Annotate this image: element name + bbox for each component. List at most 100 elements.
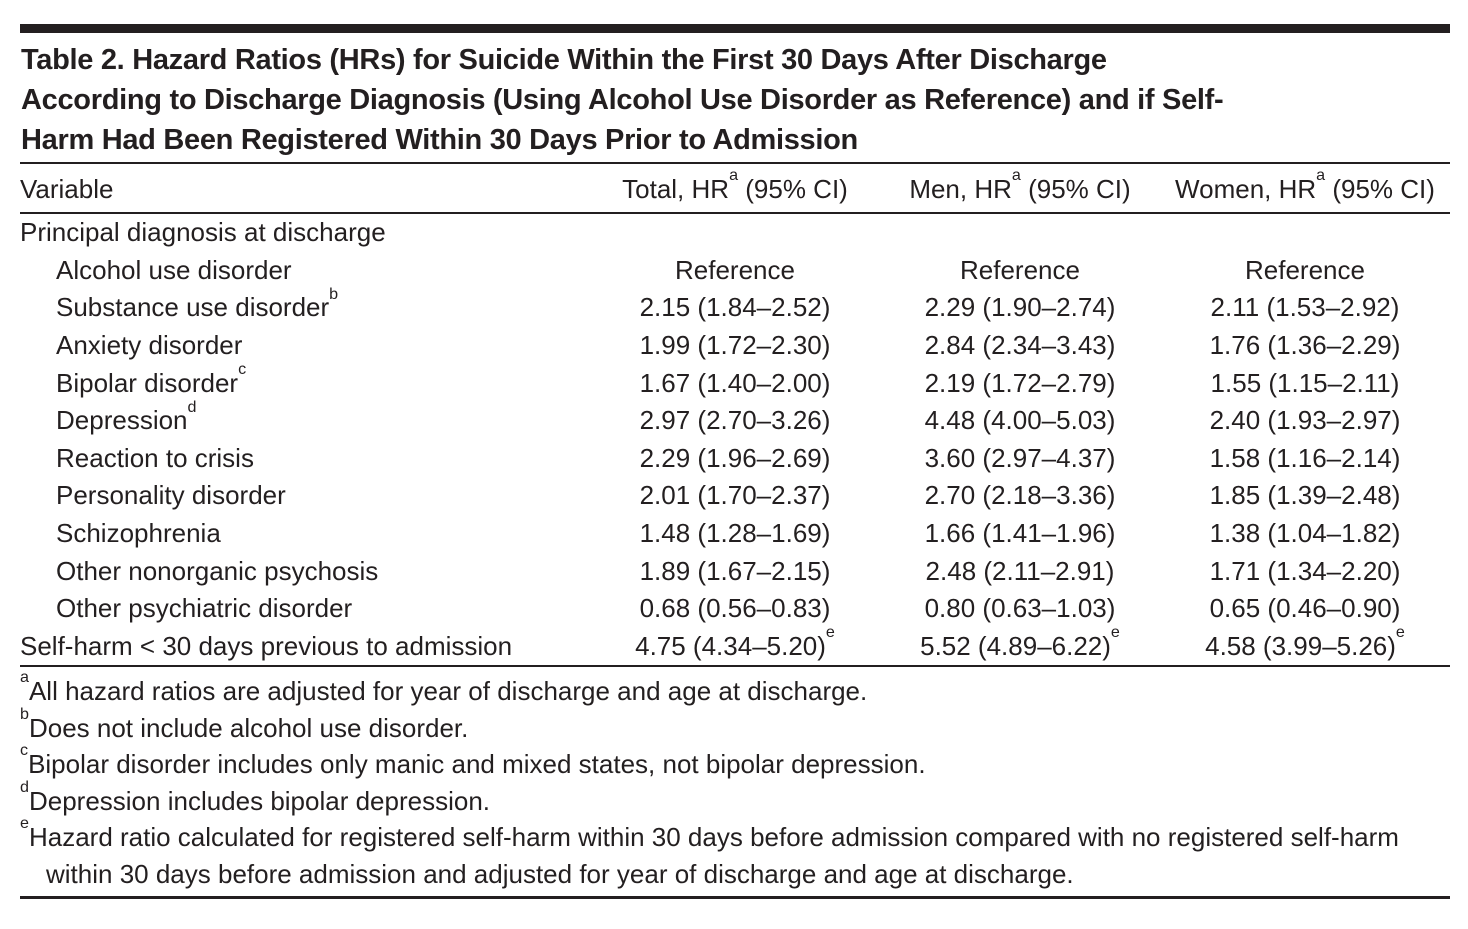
cell-men-value: 2.84 (2.34–3.43) [924, 330, 1116, 361]
cell-men-value: 4.48 (4.00–5.03) [924, 405, 1116, 436]
row-label-text: Bipolar disorder [56, 367, 239, 398]
cell-total: 2.29 (1.96–2.69) [590, 443, 880, 474]
footnote-text: Depression includes bipolar depression. [28, 785, 491, 816]
cell-women-value: 2.11 (1.53–2.92) [1210, 292, 1400, 323]
table-row: Principal diagnosis at discharge [20, 214, 1450, 252]
column-header-women-sup: a [1316, 165, 1326, 184]
cell-women-value: 4.58 (3.99–5.26) [1205, 630, 1396, 661]
cell-women: 1.85 (1.39–2.48) [1160, 480, 1450, 511]
row-label-text-sup: c [238, 359, 247, 378]
body-rule-bottom [20, 665, 1450, 668]
table-body: Principal diagnosis at discharge Alcohol … [20, 214, 1450, 665]
row-label-text: Self-harm < 30 days previous to admissio… [20, 630, 513, 661]
footnote: aAll hazard ratios are adjusted for year… [20, 669, 1450, 710]
cell-total-value: 4.75 (4.34–5.20) [635, 630, 826, 661]
cell-men: 5.52 (4.89–6.22)e [880, 624, 1160, 662]
cell-total: 1.89 (1.67–2.15) [590, 556, 880, 587]
column-header-women: Women, HRa (95% CI) [1160, 167, 1450, 205]
table-row: Reaction to crisis 2.29 (1.96–2.69) 3.60 (… [20, 440, 1450, 478]
cell-men-value: Reference [960, 254, 1080, 285]
row-label: Anxiety disorder [20, 330, 590, 361]
footnote: dDepression includes bipolar depression. [20, 779, 1450, 820]
table-title-line-3: Harm Had Been Registered Within 30 Days … [21, 124, 858, 156]
column-header-women-text: Women, HR [1175, 173, 1317, 204]
row-label: Self-harm < 30 days previous to admissio… [20, 631, 590, 662]
row-label-text: Schizophrenia [56, 518, 221, 549]
footnote-marker: a [20, 668, 29, 687]
cell-women-value: 0.65 (0.46–0.90) [1209, 593, 1401, 624]
table-row: Alcohol use disorder Reference Reference Re… [20, 252, 1450, 290]
cell-women: 1.71 (1.34–2.20) [1160, 556, 1450, 587]
column-header-variable: Variable [20, 173, 114, 204]
cell-women: 2.11 (1.53–2.92) [1160, 292, 1450, 323]
cell-total-value: 2.15 (1.84–2.52) [639, 292, 831, 323]
row-label: Personality disorder [20, 480, 590, 511]
cell-women-value: 1.71 (1.34–2.20) [1209, 555, 1401, 586]
cell-total: Reference [590, 255, 880, 286]
footnote-text: Hazard ratio calculated for registered s… [28, 822, 1399, 889]
cell-men-value: 1.66 (1.41–1.96) [924, 518, 1116, 549]
cell-men: Reference [880, 255, 1160, 286]
cell-men-value: 3.60 (2.97–4.37) [924, 442, 1116, 473]
row-label: Other psychiatric disorder [20, 593, 590, 624]
column-header-total-text: Total, HR [622, 173, 730, 204]
table-row: Other nonorganic psychosis 1.89 (1.67–2.1… [20, 552, 1450, 590]
cell-total: 2.15 (1.84–2.52) [590, 292, 880, 323]
cell-women-value: 1.55 (1.15–2.11) [1210, 367, 1400, 398]
footnote: bDoes not include alcohol use disorder. [20, 706, 1450, 747]
cell-men-value: 2.29 (1.90–2.74) [924, 292, 1116, 323]
cell-total-value: 2.01 (1.70–2.37) [639, 480, 831, 511]
cell-men: 2.29 (1.90–2.74) [880, 292, 1160, 323]
cell-men: 3.60 (2.97–4.37) [880, 443, 1160, 474]
row-label-text: Other psychiatric disorder [56, 593, 353, 624]
table-row: Substance use disorderb 2.15 (1.84–2.52) 2… [20, 286, 1450, 327]
table-row: Schizophrenia 1.48 (1.28–1.69) 1.66 (1.41–… [20, 515, 1450, 553]
bottom-rule [20, 896, 1450, 900]
column-header-total-sup: a [729, 165, 739, 184]
column-header-men: Men, HRa (95% CI) [880, 167, 1160, 205]
cell-men-value: 2.19 (1.72–2.79) [924, 367, 1116, 398]
cell-women: 1.55 (1.15–2.11) [1160, 368, 1450, 399]
cell-women: Reference [1160, 255, 1450, 286]
top-rule-thick [20, 24, 1450, 33]
row-label-text: Depression [56, 405, 188, 436]
cell-men: 2.19 (1.72–2.79) [880, 368, 1160, 399]
cell-women-value: 2.40 (1.93–2.97) [1209, 405, 1401, 436]
column-header-women-ci: (95% CI) [1325, 173, 1435, 204]
table-row: Bipolar disorderc 1.67 (1.40–2.00) 2.19 (1… [20, 361, 1450, 402]
cell-total: 1.48 (1.28–1.69) [590, 518, 880, 549]
column-header-total-ci: (95% CI) [738, 173, 848, 204]
cell-total: 0.68 (0.56–0.83) [590, 593, 880, 624]
cell-total-value: 1.67 (1.40–2.00) [639, 367, 831, 398]
cell-women: 0.65 (0.46–0.90) [1160, 593, 1450, 624]
footnote-text: Bipolar disorder includes only manic and… [28, 749, 926, 780]
cell-men: 1.66 (1.41–1.96) [880, 518, 1160, 549]
cell-women: 1.38 (1.04–1.82) [1160, 518, 1450, 549]
cell-total: 1.67 (1.40–2.00) [590, 368, 880, 399]
row-label-text: Personality disorder [56, 480, 286, 511]
row-label-text: Substance use disorder [56, 292, 330, 323]
column-header-total: Total, HRa (95% CI) [590, 167, 880, 205]
cell-women-value: 1.76 (1.36–2.29) [1209, 330, 1401, 361]
row-label: Bipolar disorderc [20, 361, 590, 399]
cell-women: 4.58 (3.99–5.26)e [1160, 624, 1450, 662]
cell-total: 2.97 (2.70–3.26) [590, 405, 880, 436]
footnote-text: All hazard ratios are adjusted for year … [28, 676, 868, 707]
column-header-men-sup: a [1011, 165, 1021, 184]
footnotes: aAll hazard ratios are adjusted for year… [20, 669, 1450, 892]
cell-total: 4.75 (4.34–5.20)e [590, 624, 880, 662]
cell-total-value: 0.68 (0.56–0.83) [639, 593, 831, 624]
table-title-line-1: Table 2. Hazard Ratios (HRs) for Suicide… [21, 44, 1107, 76]
footnote-marker: b [20, 704, 29, 723]
cell-men-value: 2.70 (2.18–3.36) [924, 480, 1116, 511]
row-label-text: Other nonorganic psychosis [56, 555, 379, 586]
row-label: Depressiond [20, 399, 590, 436]
cell-men: 0.80 (0.63–1.03) [880, 593, 1160, 624]
table-title: Table 2. Hazard Ratios (HRs) for Suicide… [21, 40, 1450, 160]
cell-men: 2.84 (2.34–3.43) [880, 330, 1160, 361]
row-label: Substance use disorderb [20, 286, 590, 323]
table-row: Depressiond 2.97 (2.70–3.26) 4.48 (4.00–5.… [20, 399, 1450, 440]
table-row: Personality disorder 2.01 (1.70–2.37) 2.70… [20, 477, 1450, 515]
cell-women: 1.58 (1.16–2.14) [1160, 443, 1450, 474]
